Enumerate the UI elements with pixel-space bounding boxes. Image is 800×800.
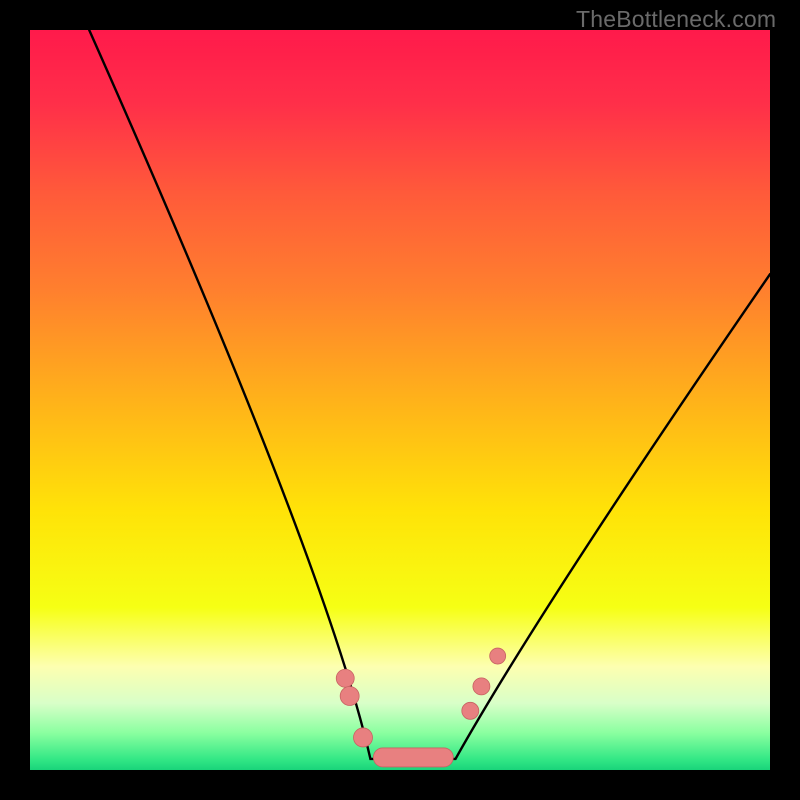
- optimal-range-marker: [373, 748, 453, 767]
- data-marker: [336, 669, 354, 687]
- data-marker: [473, 678, 490, 695]
- gradient-background: [30, 30, 770, 770]
- watermark-text: TheBottleneck.com: [576, 6, 776, 33]
- stage: TheBottleneck.com: [0, 0, 800, 800]
- data-marker: [354, 728, 373, 747]
- data-marker: [490, 648, 506, 664]
- bottleneck-chart: [30, 30, 770, 770]
- data-marker: [340, 687, 359, 706]
- data-marker: [462, 702, 479, 719]
- chart-area: [30, 30, 770, 770]
